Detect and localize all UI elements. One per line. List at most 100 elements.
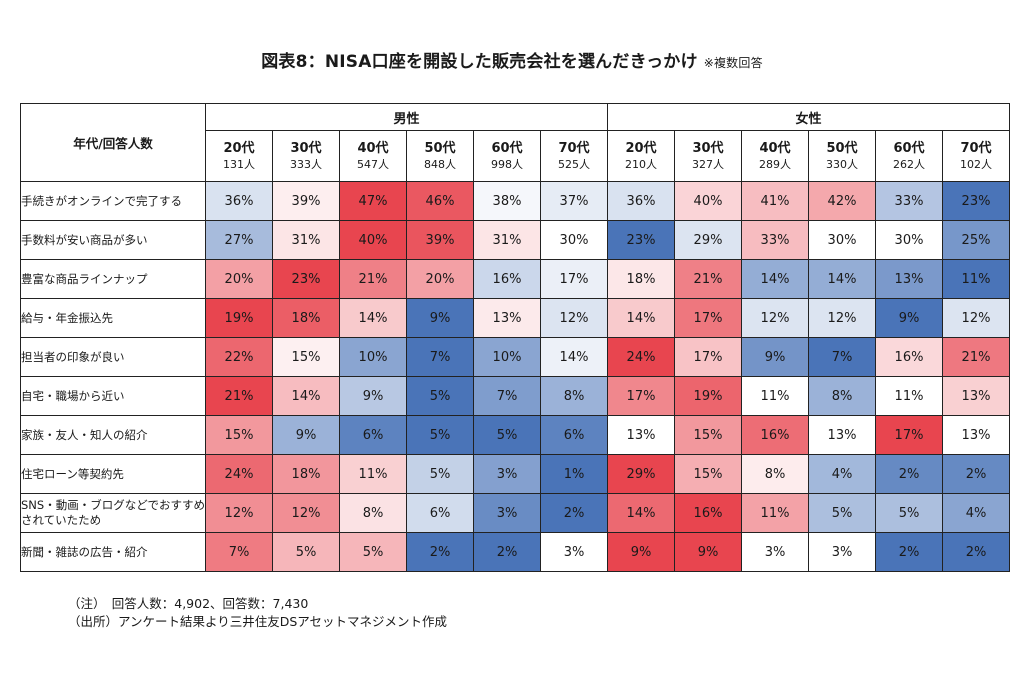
heat-cell: 5% [406,454,474,494]
heat-cell: 13% [942,415,1010,455]
heat-cell: 8% [808,376,876,416]
heat-cell: 3% [808,532,876,572]
age-label: 50代 [826,141,858,156]
row-label: SNS・動画・ブログなどでおすすめされていたため [20,493,206,533]
heat-cell: 21% [942,337,1010,377]
heat-cell: 23% [272,259,340,299]
heat-cell: 5% [473,415,541,455]
heat-cell: 18% [607,259,675,299]
heat-cell: 24% [205,454,273,494]
heat-cell: 9% [339,376,407,416]
table-row: 豊富な商品ラインナップ 20% 23% 21% 20% 16% 17% 18% 21% 14% 14… [20,259,1010,299]
age-label: 60代 [893,141,925,156]
heat-cell: 12% [741,298,809,338]
heat-cell: 31% [473,220,541,260]
heat-cell: 8% [540,376,608,416]
heat-cell: 15% [205,415,273,455]
heat-cell: 9% [272,415,340,455]
row-label: 豊富な商品ラインナップ [20,259,206,299]
heat-cell: 9% [406,298,474,338]
heat-cell: 2% [473,532,541,572]
heat-cell: 14% [272,376,340,416]
heat-cell: 11% [339,454,407,494]
heat-cell: 15% [674,454,742,494]
heat-cell: 5% [875,493,943,533]
table-row: SNS・動画・ブログなどでおすすめされていたため 12% 12% 8% 6% 3% 2% 14… [20,493,1010,533]
heat-cell: 10% [473,337,541,377]
chart-title-text: 図表8：NISA口座を開設した販売会社を選んだきっかけ [261,52,698,72]
age-label: 20代 [625,141,657,156]
heat-cell: 5% [406,415,474,455]
chart-title-note: ※複数回答 [703,56,763,70]
respondent-count: 289人 [759,158,791,171]
heat-cell: 12% [205,493,273,533]
heat-cell: 6% [339,415,407,455]
heat-cell: 12% [942,298,1010,338]
age-label: 60代 [491,141,523,156]
heat-cell: 12% [272,493,340,533]
heat-cell: 2% [942,454,1010,494]
heat-cell: 30% [808,220,876,260]
heat-cell: 17% [674,298,742,338]
heat-cell: 30% [540,220,608,260]
heat-cell: 4% [942,493,1010,533]
heat-cell: 3% [473,493,541,533]
age-label: 20代 [223,141,255,156]
table-row: 給与・年金振込先 19% 18% 14% 9% 13% 12% 14% 17% 12% 12% 9% 1… [20,298,1010,338]
age-header: 70代 102人 [942,130,1010,182]
age-label: 40代 [759,141,791,156]
heat-cell: 14% [339,298,407,338]
heat-cell: 3% [741,532,809,572]
heat-cell: 38% [473,181,541,221]
corner-header: 年代/回答人数 [20,103,206,182]
heat-cell: 29% [674,220,742,260]
age-header: 60代 998人 [473,130,541,182]
heat-cell: 6% [540,415,608,455]
heat-cell: 7% [406,337,474,377]
heat-cell: 18% [272,454,340,494]
age-header: 30代 327人 [674,130,742,182]
heat-cell: 13% [942,376,1010,416]
heat-cell: 5% [339,532,407,572]
age-header: 40代 289人 [741,130,809,182]
heat-cell: 24% [607,337,675,377]
heat-cell: 11% [741,376,809,416]
heat-cell: 6% [406,493,474,533]
heat-cell: 36% [607,181,675,221]
heat-cell: 19% [674,376,742,416]
heatmap-table: 年代/回答人数 男性 女性 20代 131人 30代 333人 40代 547人 50代 848… [20,103,1010,572]
respondent-count: 848人 [424,158,456,171]
heat-cell: 21% [339,259,407,299]
heat-cell: 9% [607,532,675,572]
heat-cell: 1% [540,454,608,494]
age-label: 50代 [424,141,456,156]
row-label: 担当者の印象が良い [20,337,206,377]
footnotes: （注） 回答人数：4,902、回答数：7,430 （出所）アンケート結果より三井… [68,595,447,631]
table-row: 手続きがオンラインで完了する 36% 39% 47% 46% 38% 37% 36% 40% 41… [20,181,1010,221]
row-label: 家族・友人・知人の紹介 [20,415,206,455]
age-header: 40代 547人 [339,130,407,182]
heat-cell: 41% [741,181,809,221]
age-label: 70代 [558,141,590,156]
respondent-count: 333人 [290,158,322,171]
heat-cell: 17% [674,337,742,377]
heat-cell: 33% [875,181,943,221]
heat-cell: 2% [875,454,943,494]
heat-cell: 17% [875,415,943,455]
footnote-source: （出所）アンケート結果より三井住友DSアセットマネジメント作成 [68,614,448,629]
footnote-note: （注） 回答人数：4,902、回答数：7,430 [68,596,309,611]
heat-cell: 2% [942,532,1010,572]
respondent-count: 210人 [625,158,657,171]
respondent-count: 327人 [692,158,724,171]
heat-cell: 8% [339,493,407,533]
heat-cell: 21% [205,376,273,416]
heat-cell: 22% [205,337,273,377]
heat-cell: 3% [540,532,608,572]
heat-cell: 11% [875,376,943,416]
heat-cell: 17% [607,376,675,416]
heat-cell: 5% [272,532,340,572]
heat-cell: 42% [808,181,876,221]
age-label: 30代 [692,141,724,156]
heat-cell: 23% [942,181,1010,221]
table-row: 手数料が安い商品が多い 27% 31% 40% 39% 31% 30% 23% 29% 33% 30… [20,220,1010,260]
